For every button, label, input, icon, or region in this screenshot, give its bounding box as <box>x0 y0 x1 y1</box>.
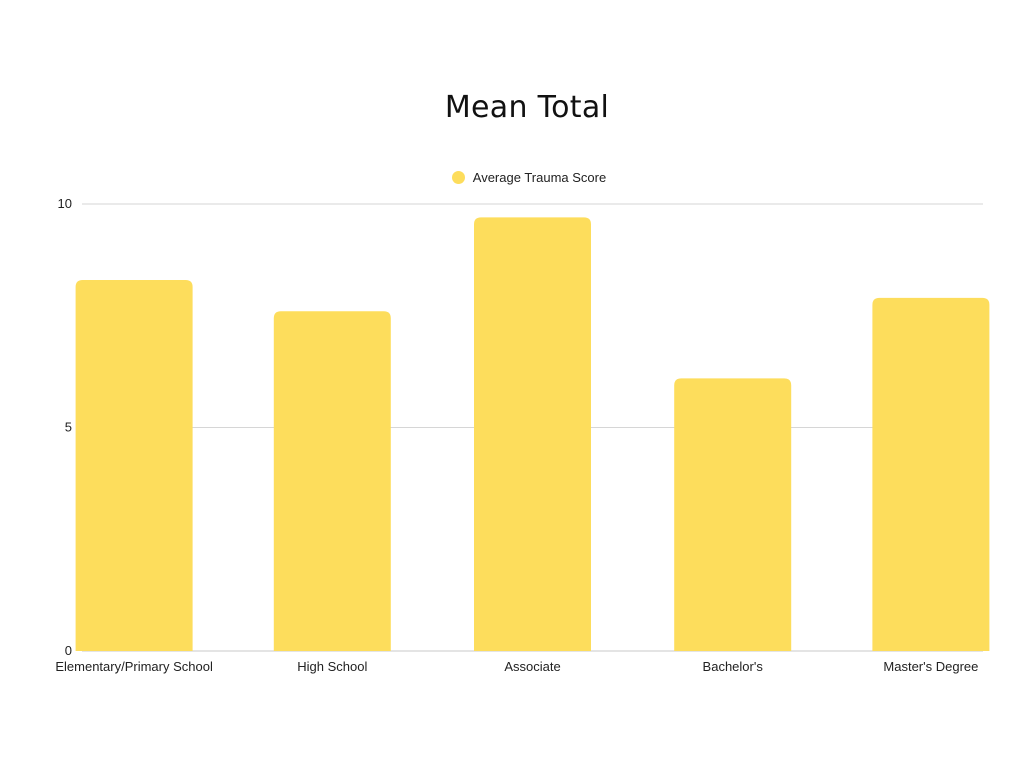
legend-swatch <box>451 171 465 184</box>
bar[interactable] <box>674 378 792 651</box>
bar[interactable] <box>474 217 591 651</box>
x-tick-label: Associate <box>504 659 560 674</box>
chart-title: Mean Total <box>444 90 610 125</box>
y-tick-label: 0 <box>65 643 72 658</box>
x-tick-label: Bachelor's <box>703 659 764 674</box>
y-tick-label: 5 <box>65 420 72 435</box>
legend: Average Trauma Score <box>0 170 1024 185</box>
bar[interactable] <box>872 297 990 651</box>
bar[interactable] <box>273 311 391 651</box>
x-tick-label: High School <box>297 659 367 674</box>
x-tick-label: Elementary/Primary School <box>55 659 213 674</box>
legend-label: Average Trauma Score <box>472 170 607 185</box>
y-tick-label: 10 <box>58 196 72 211</box>
bar[interactable] <box>75 279 193 651</box>
x-tick-label: Master's Degree <box>883 659 978 674</box>
bars <box>75 217 990 651</box>
x-tick-labels: Elementary/Primary School High School Asso… <box>55 659 978 674</box>
y-tick-labels: 0 5 10 <box>58 196 72 658</box>
